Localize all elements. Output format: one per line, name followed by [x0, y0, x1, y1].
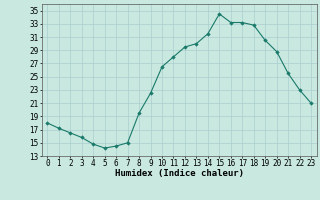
X-axis label: Humidex (Indice chaleur): Humidex (Indice chaleur)	[115, 169, 244, 178]
